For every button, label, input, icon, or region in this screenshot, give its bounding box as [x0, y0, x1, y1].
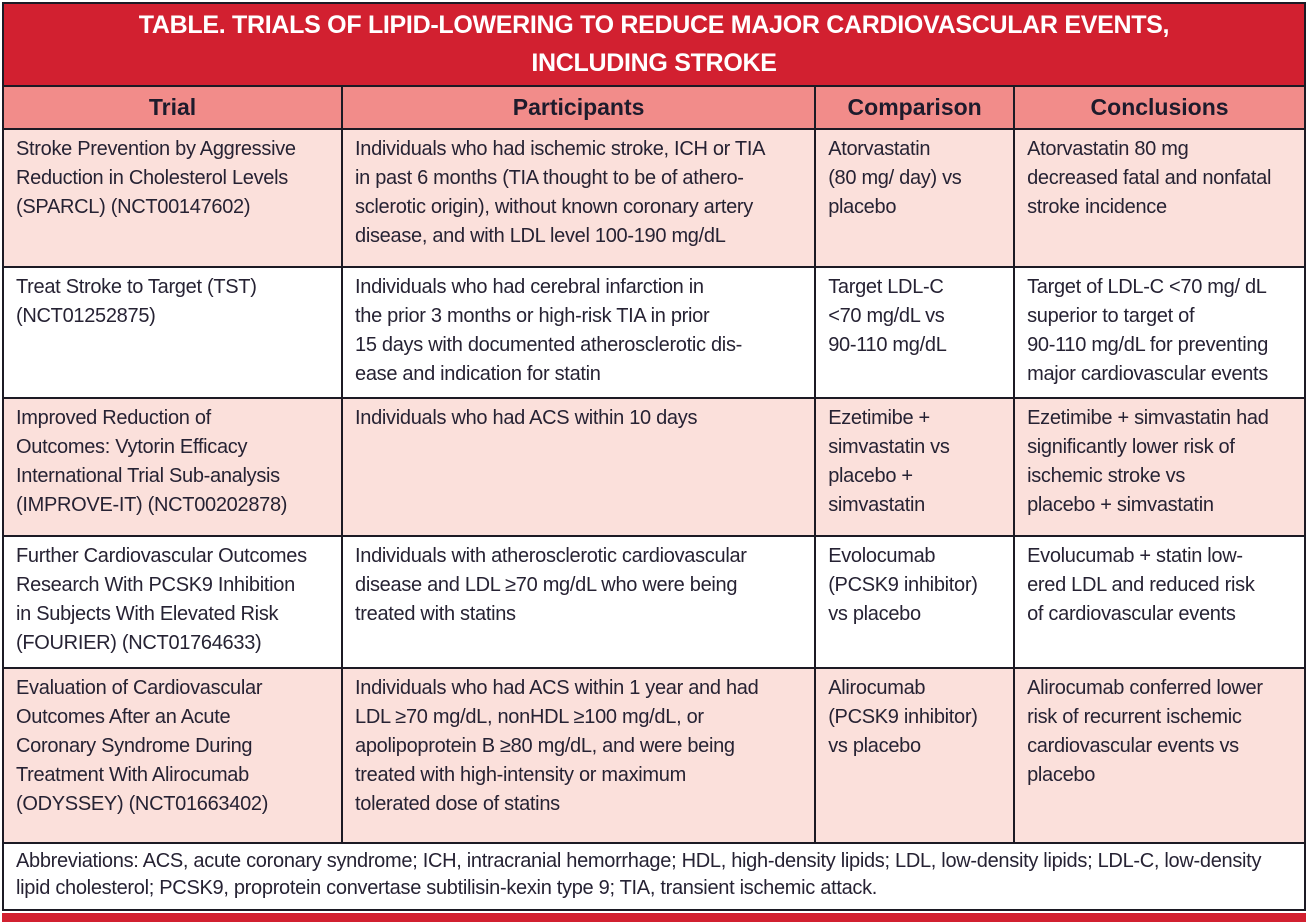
cell-participants: Individuals who had ACS within 10 days — [340, 397, 816, 536]
cell-participants: Individuals who had ACS within 1 year an… — [340, 667, 816, 842]
table-row: Improved Reduction of Outcomes: Vytorin … — [4, 397, 1304, 536]
table-row: Evaluation of Cardiovascular Outcomes Af… — [4, 667, 1304, 842]
cell-conclusions: Ezetimibe + simvastatin had significantl… — [1013, 397, 1304, 536]
trials-grid: Trial Participants Comparison Conclusion… — [4, 87, 1304, 842]
header-row: Trial Participants Comparison Conclusion… — [4, 87, 1304, 129]
table-row: Stroke Prevention by Aggressive Reductio… — [4, 128, 1304, 267]
cell-comparison: Evolocumab (PCSK9 inhibitor) vs placebo — [814, 535, 1015, 668]
column-header-comparison: Comparison — [814, 87, 1015, 129]
cell-participants: Individuals who had cerebral infarction … — [340, 266, 816, 398]
table-title: TABLE. TRIALS OF LIPID-LOWERING TO REDUC… — [4, 4, 1304, 87]
cell-participants: Individuals with atherosclerotic cardiov… — [340, 535, 816, 668]
cell-conclusions: Evolucumab + statin low- ered LDL and re… — [1013, 535, 1304, 668]
abbreviations-footnote: Abbreviations: ACS, acute coronary syndr… — [4, 842, 1304, 909]
cell-trial: Improved Reduction of Outcomes: Vytorin … — [4, 397, 342, 536]
cell-comparison: Ezetimibe + simvastatin vs placebo + sim… — [814, 397, 1015, 536]
cell-trial: Stroke Prevention by Aggressive Reductio… — [4, 128, 342, 267]
cell-conclusions: Atorvastatin 80 mg decreased fatal and n… — [1013, 128, 1304, 267]
table-row: Treat Stroke to Target (TST) (NCT0125287… — [4, 266, 1304, 398]
table-row: Further Cardiovascular Outcomes Research… — [4, 535, 1304, 668]
cell-trial: Evaluation of Cardiovascular Outcomes Af… — [4, 667, 342, 842]
cell-comparison: Alirocumab (PCSK9 inhibitor) vs placebo — [814, 667, 1015, 842]
bottom-accent-bar — [2, 913, 1306, 922]
cell-conclusions: Alirocumab conferred lower risk of recur… — [1013, 667, 1304, 842]
cell-trial: Further Cardiovascular Outcomes Research… — [4, 535, 342, 668]
cell-comparison: Target LDL-C <70 mg/dL vs 90-110 mg/dL — [814, 266, 1015, 398]
cell-conclusions: Target of LDL-C <70 mg/ dL superior to t… — [1013, 266, 1304, 398]
column-header-participants: Participants — [340, 87, 816, 129]
cell-comparison: Atorvastatin (80 mg/ day) vs placebo — [814, 128, 1015, 267]
column-header-conclusions: Conclusions — [1013, 87, 1304, 129]
cell-participants: Individuals who had ischemic stroke, ICH… — [340, 128, 816, 267]
column-header-trial: Trial — [4, 87, 342, 129]
cell-trial: Treat Stroke to Target (TST) (NCT0125287… — [4, 266, 342, 398]
